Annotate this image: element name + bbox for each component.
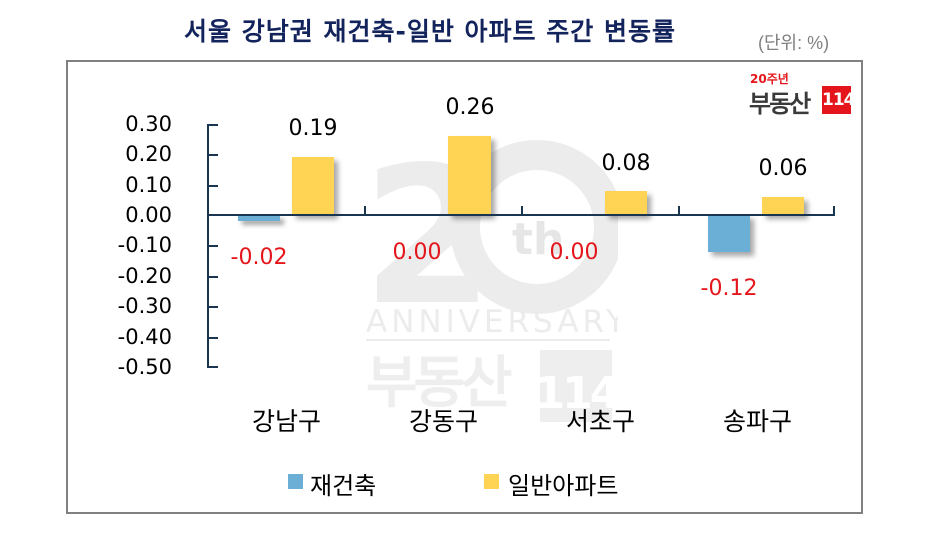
y-tick xyxy=(208,245,218,247)
svg-text:부동산: 부동산 xyxy=(366,351,512,416)
bar-general-seocho xyxy=(605,191,647,215)
svg-text:114: 114 xyxy=(535,368,618,419)
x-tick xyxy=(364,206,366,215)
legend-label-reconstruction: 재건축 xyxy=(310,472,377,500)
y-tick xyxy=(208,366,218,368)
legend-label-general: 일반아파트 xyxy=(508,472,619,500)
bar-general-gangdong xyxy=(448,136,491,215)
bar-general-gangnam xyxy=(292,157,334,215)
data-label-general-gangdong: 0.26 xyxy=(445,95,495,120)
logo-114-badge: 114 xyxy=(822,86,856,114)
svg-text:ANNIVERSARY: ANNIVERSARY xyxy=(366,304,618,340)
y-tick-label: -0.40 xyxy=(117,325,172,349)
category-label-songpa: 송파구 xyxy=(722,407,792,436)
y-tick xyxy=(208,154,218,156)
y-tick-label: 0.00 xyxy=(125,203,172,227)
y-tick xyxy=(208,185,218,187)
data-label-reconstruction-songpa: -0.12 xyxy=(700,276,758,301)
x-axis-zero-line xyxy=(208,214,835,216)
y-tick-label: 0.30 xyxy=(125,112,172,136)
data-label-general-songpa: 0.06 xyxy=(758,156,808,181)
watermark-20th-icon: 2 th ANNIVERSARY 부동산 114 xyxy=(362,126,625,422)
svg-text:th: th xyxy=(512,214,564,265)
y-tick xyxy=(208,306,218,308)
chart-title: 서울 강남권 재건축-일반 아파트 주간 변동률 xyxy=(184,17,676,46)
unit-label: (단위: %) xyxy=(758,33,830,53)
y-tick-label: -0.20 xyxy=(117,264,172,288)
data-label-reconstruction-gangdong: 0.00 xyxy=(392,240,442,265)
y-tick-label: 0.10 xyxy=(125,173,172,197)
data-label-reconstruction-seocho: 0.00 xyxy=(549,240,599,265)
y-tick xyxy=(208,124,218,126)
data-label-general-seocho: 0.08 xyxy=(601,151,651,176)
y-tick-label: 0.20 xyxy=(125,142,172,166)
category-label-seocho: 서초구 xyxy=(565,407,635,436)
legend-swatch-reconstruction xyxy=(288,474,303,489)
logo-anniversary-text: 20주년 xyxy=(750,72,789,86)
y-tick-label: -0.10 xyxy=(117,233,172,257)
bar-reconstruction-gangnam xyxy=(238,215,280,221)
data-label-reconstruction-gangnam: -0.02 xyxy=(230,245,288,270)
anniversary-watermark: 2 th ANNIVERSARY 부동산 114 xyxy=(362,126,625,422)
x-tick xyxy=(833,206,835,215)
y-tick-label: -0.30 xyxy=(117,294,172,318)
logo-brand-text: 부동산 xyxy=(749,90,811,118)
y-tick xyxy=(208,337,218,339)
y-tick xyxy=(208,276,218,278)
bar-reconstruction-songpa xyxy=(708,215,750,252)
chart-frame xyxy=(66,60,863,514)
bar-general-songpa xyxy=(762,197,804,215)
legend-swatch-general xyxy=(484,474,499,489)
data-label-general-gangnam: 0.19 xyxy=(288,116,338,141)
x-tick xyxy=(678,206,680,215)
x-tick xyxy=(521,206,523,215)
category-label-gangnam: 강남구 xyxy=(251,407,321,436)
y-tick-label: -0.50 xyxy=(117,355,172,379)
category-label-gangdong: 강동구 xyxy=(408,407,478,436)
